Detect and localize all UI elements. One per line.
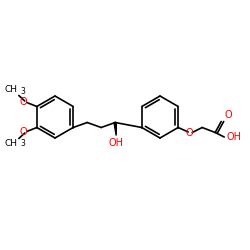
- Text: OH: OH: [109, 138, 124, 147]
- Text: CH: CH: [5, 86, 18, 94]
- Polygon shape: [114, 122, 116, 136]
- Text: OH: OH: [226, 132, 241, 142]
- Text: 3: 3: [21, 86, 26, 96]
- Text: O: O: [224, 110, 232, 120]
- Text: 3: 3: [21, 140, 26, 148]
- Text: O: O: [19, 97, 27, 107]
- Text: O: O: [19, 127, 27, 137]
- Text: O: O: [185, 128, 193, 138]
- Text: CH: CH: [5, 140, 18, 148]
